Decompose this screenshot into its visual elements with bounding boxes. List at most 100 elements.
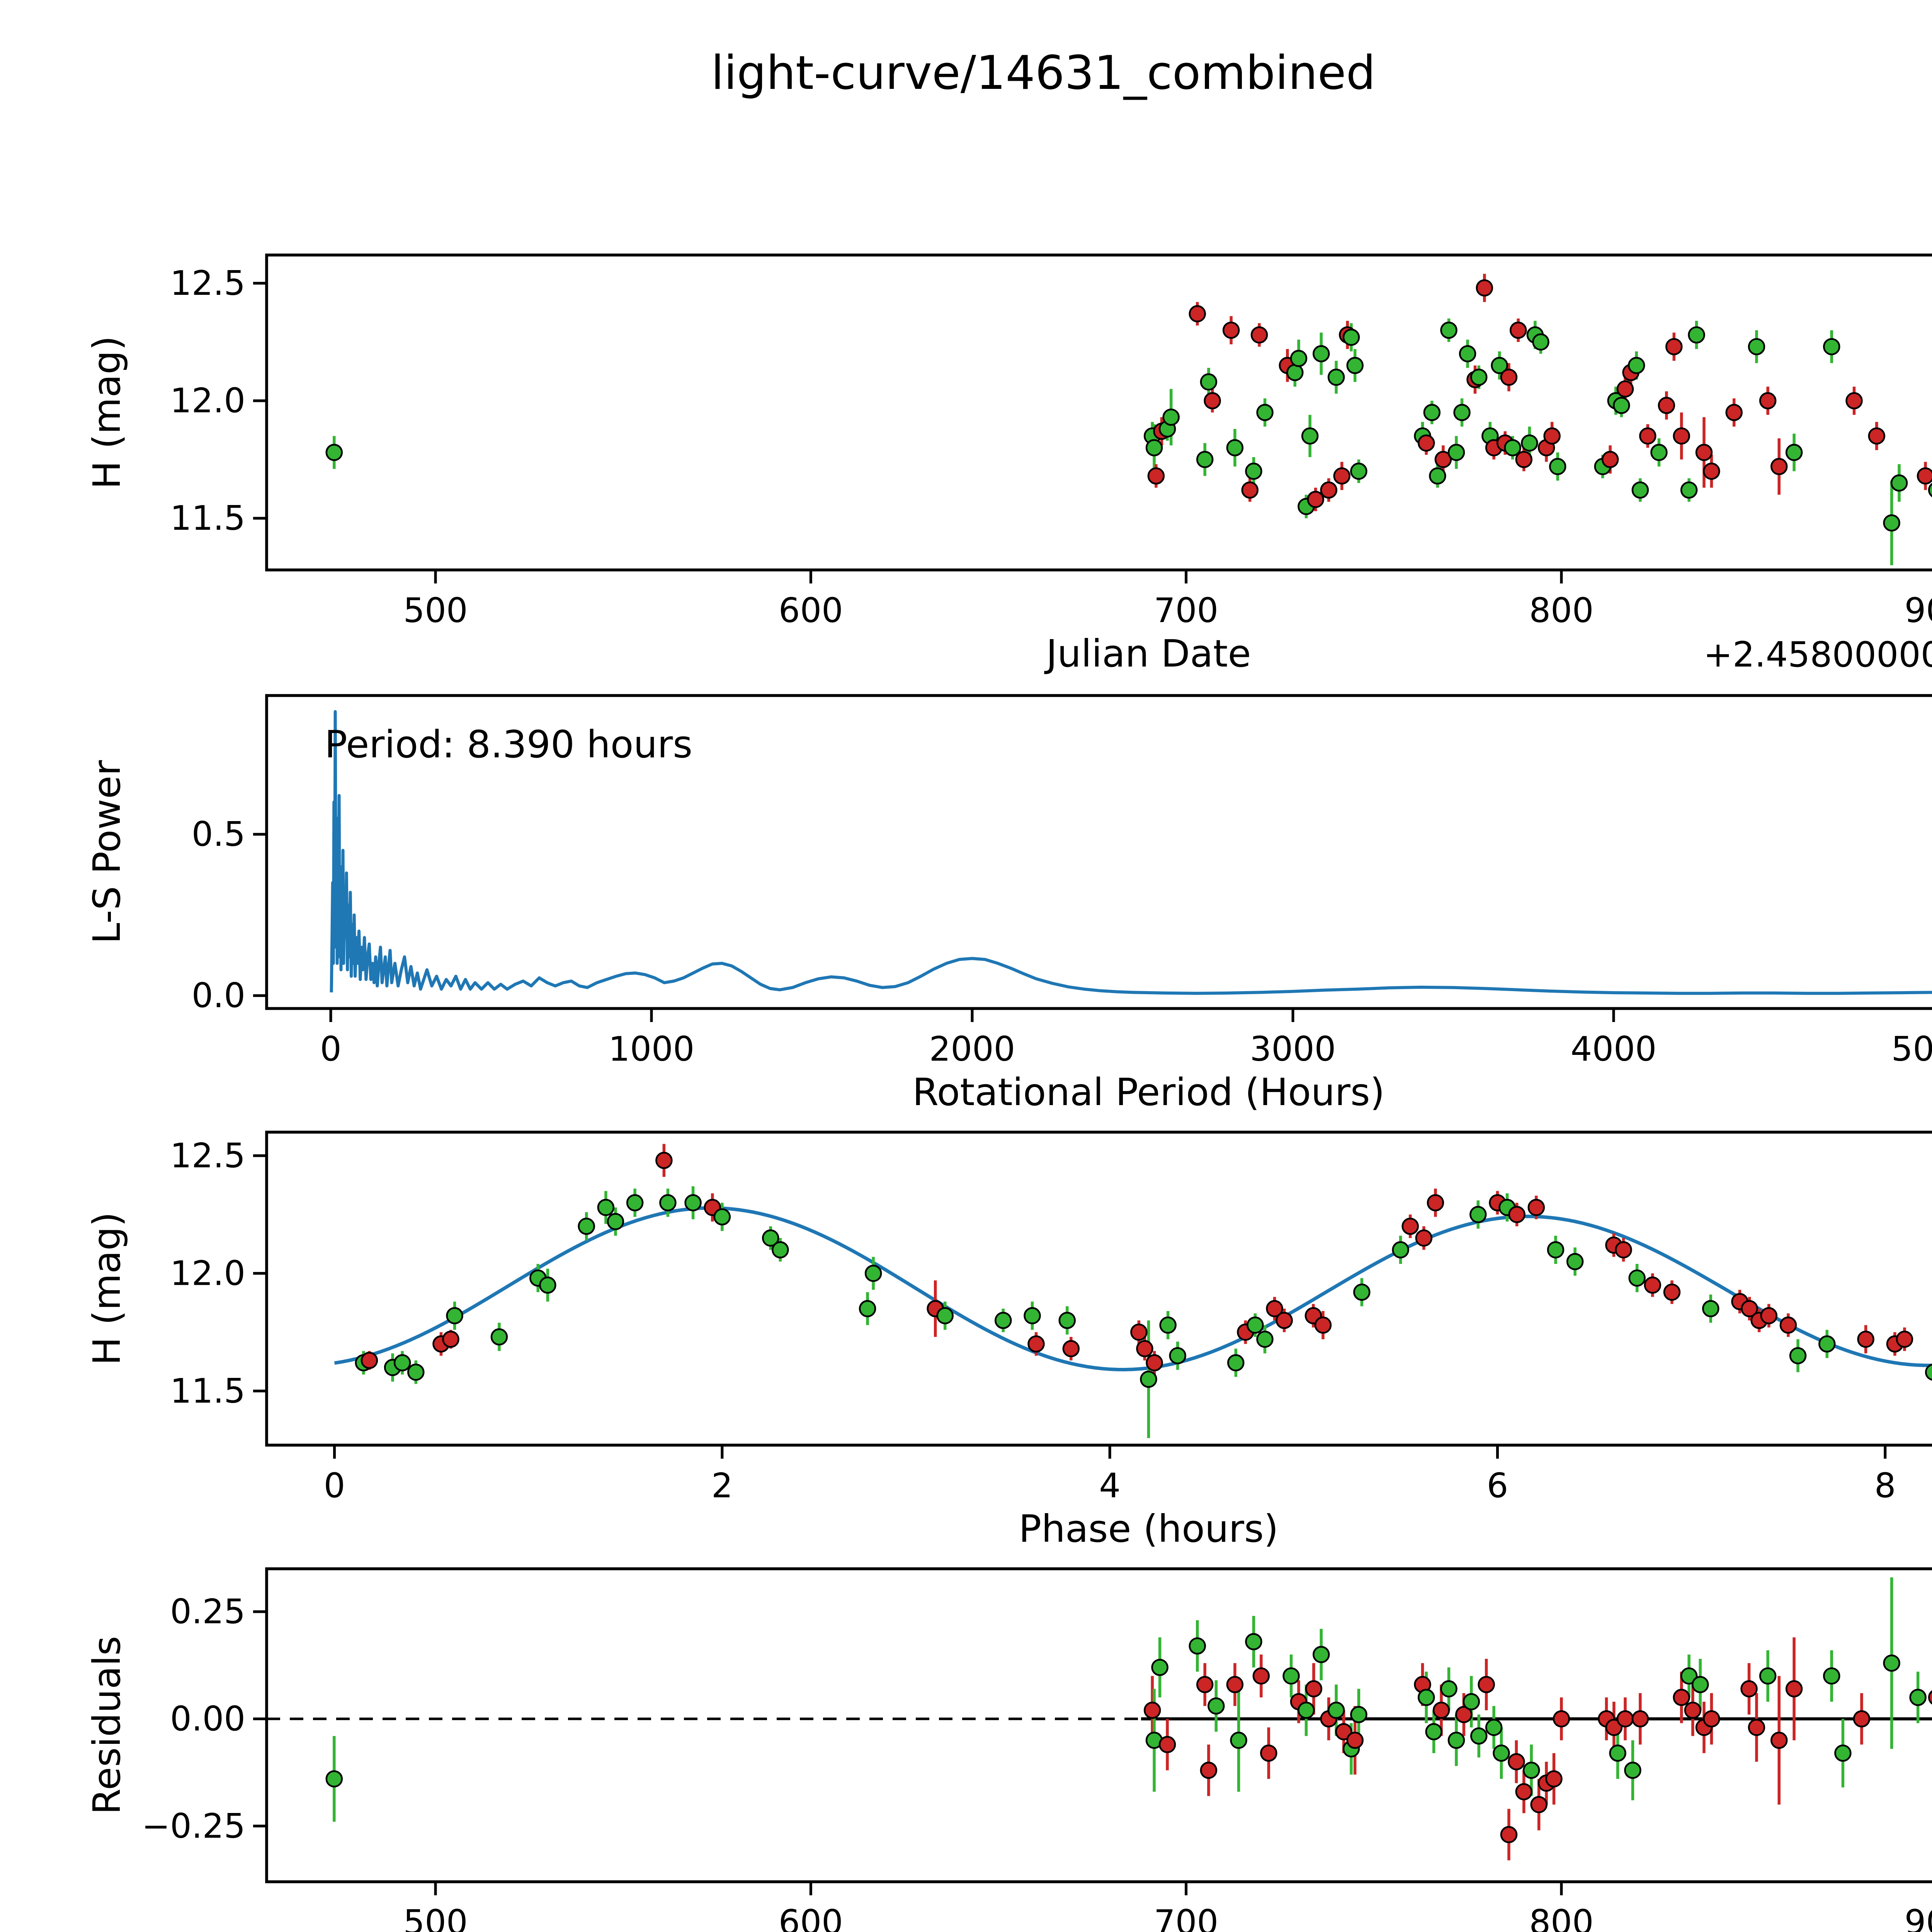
data-point (1425, 1723, 1442, 1740)
data-point (655, 1151, 673, 1169)
data-point (1434, 451, 1452, 468)
x-tick-label: 900 (1905, 1903, 1932, 1932)
data-point (1779, 1316, 1797, 1334)
data-point (1327, 1701, 1345, 1719)
panel-lightcurve_jd: 500 600 700 800 900 11.5 12.0 12.5 Julian Date +2… (85, 253, 1932, 675)
y-axis-label: L-S Power (85, 760, 129, 944)
panel-phased: 0 2 4 6 8 11.5 12.0 12.5 Phase (hours) H (mag) (85, 1131, 1932, 1551)
data-point (1532, 333, 1549, 351)
data-point (1245, 463, 1262, 480)
data-point (1680, 1667, 1698, 1685)
data-point (1928, 1690, 1932, 1705)
data-point (446, 1307, 463, 1325)
axes-frame (265, 1567, 1932, 1883)
data-point (1917, 467, 1932, 485)
data-point (1159, 1316, 1177, 1334)
data-point (1485, 1719, 1503, 1736)
x-tick-label: 8 (1874, 1466, 1896, 1505)
data-point (1644, 1276, 1662, 1294)
data-point (1566, 1253, 1584, 1270)
data-point (1925, 1364, 1932, 1381)
data-point (1453, 404, 1471, 421)
data-point (1333, 467, 1350, 485)
x-tick-label: 1000 (609, 1029, 695, 1069)
data-point (1226, 1676, 1244, 1693)
y-tick-label: −0.25 (142, 1806, 245, 1846)
data-point (1680, 481, 1698, 499)
data-point (325, 1770, 343, 1787)
data-point (1301, 427, 1319, 445)
x-tick-label: 6 (1487, 1466, 1509, 1505)
y-tick-label: 11.5 (170, 498, 245, 538)
data-point (1476, 279, 1493, 297)
data-point (1741, 1300, 1758, 1318)
data-point (1252, 1667, 1270, 1685)
axes-frame (265, 253, 1932, 571)
data-point (1415, 1229, 1433, 1247)
data-point (1695, 444, 1713, 461)
x-tick-label: 5000 (1891, 1029, 1932, 1069)
data-point (1282, 1667, 1300, 1685)
data-point (1392, 1241, 1409, 1259)
periodogram-line (330, 710, 1932, 995)
data-point (1545, 1770, 1563, 1787)
data-point (607, 1213, 624, 1230)
data-point (1151, 1658, 1168, 1676)
x-tick-label: 700 (1154, 1903, 1218, 1932)
data-point (1500, 369, 1518, 386)
data-point (1650, 444, 1668, 461)
data-point (325, 444, 343, 461)
data-point (1143, 1701, 1161, 1719)
panel-residuals: 500600700800900−0.250.000.25Julian Date+… (85, 1567, 1932, 1932)
data-point (1845, 392, 1863, 410)
data-point (1162, 408, 1180, 426)
data-point (1522, 1762, 1540, 1779)
data-point (1260, 1744, 1277, 1762)
data-point (1459, 345, 1476, 362)
data-point (1130, 1323, 1148, 1341)
data-point (1703, 463, 1720, 480)
data-point (407, 1363, 425, 1381)
data-point (1823, 1667, 1840, 1685)
data-point (1616, 1710, 1634, 1728)
x-tick-label: 3000 (1250, 1029, 1336, 1069)
data-point (1748, 1719, 1765, 1736)
data-point (1204, 392, 1221, 410)
x-tick-label: 800 (1529, 1903, 1594, 1932)
data-point (1429, 467, 1446, 485)
data-point (1628, 357, 1645, 374)
data-point (1350, 463, 1367, 480)
data-point (1491, 357, 1508, 374)
data-point (1146, 1354, 1163, 1372)
data-point (1196, 451, 1214, 468)
data-point (442, 1330, 459, 1348)
data-point (1703, 1710, 1720, 1728)
data-point (1639, 427, 1656, 445)
data-point (1857, 1330, 1874, 1348)
data-point (1455, 1706, 1473, 1723)
data-point (1417, 1689, 1435, 1706)
data-point (1200, 1762, 1218, 1779)
data-point (1440, 321, 1458, 339)
data-point (1227, 1354, 1245, 1372)
x-axis-label: Julian Date (1044, 631, 1251, 675)
data-point (1684, 1701, 1702, 1719)
data-point (1760, 1307, 1778, 1325)
data-point (1145, 439, 1163, 456)
data-point (1313, 345, 1330, 362)
y-tick-label: 0.0 (192, 976, 245, 1015)
data-point (1605, 1719, 1623, 1736)
data-point (1663, 1283, 1681, 1301)
data-point (1478, 1676, 1495, 1693)
data-point (1616, 380, 1634, 398)
data-point (393, 1354, 411, 1372)
y-axis-label: H (mag) (85, 1212, 129, 1366)
data-point (995, 1311, 1012, 1329)
data-point (1447, 1731, 1465, 1749)
axes-frame (265, 694, 1932, 1010)
y-axis-label: Residuals (85, 1636, 129, 1815)
data-point (1527, 1199, 1545, 1216)
data-point (1158, 1736, 1176, 1753)
